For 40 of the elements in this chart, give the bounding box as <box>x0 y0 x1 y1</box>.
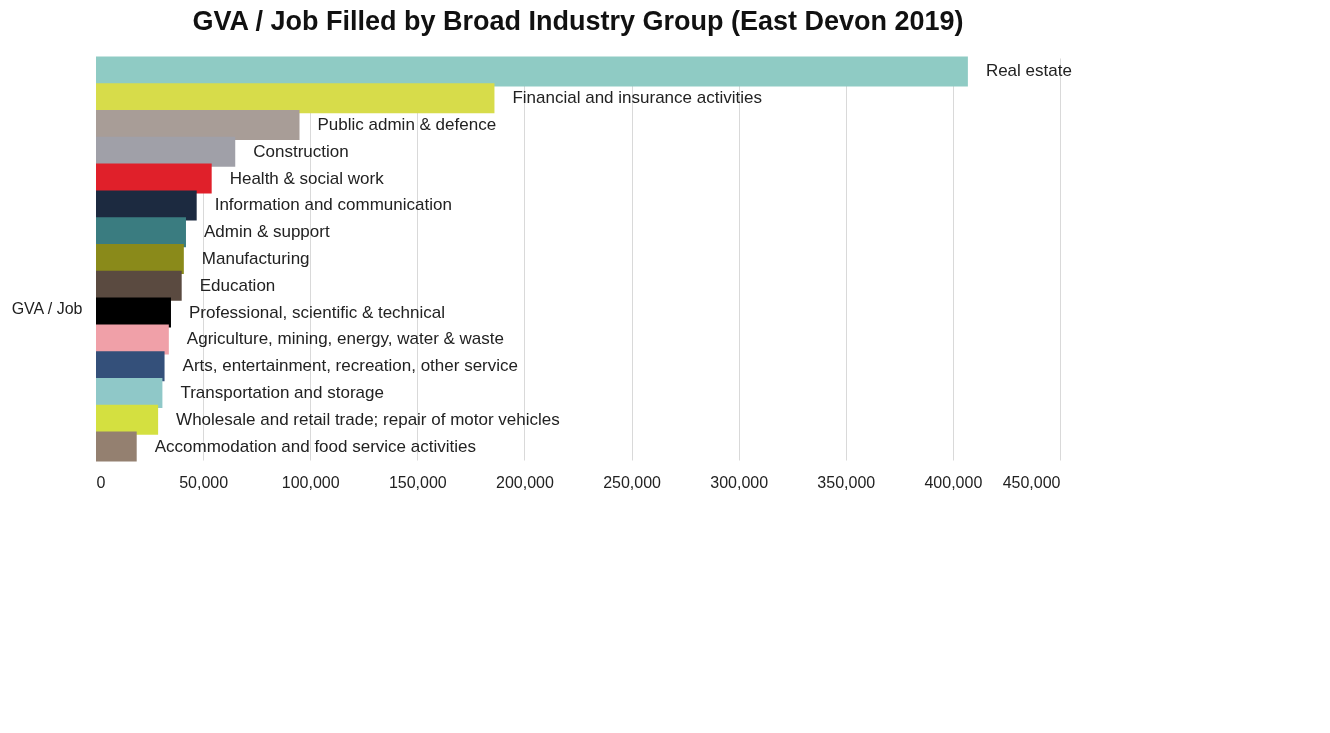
y-tick-label: Professional, scientific & technical <box>188 302 446 322</box>
y-tick-label: Health & social work <box>229 168 385 188</box>
chart-title: GVA / Job Filled by Broad Industry Group (East Devon 2019) <box>192 6 964 37</box>
bar <box>96 83 495 114</box>
bar <box>96 110 300 140</box>
y-tick-label: Arts, entertainment, recreation, other service <box>182 356 518 376</box>
y-tick-label: Admin & support <box>203 222 330 242</box>
y-tick-label: Wholesale and retail trade; repair of motor vehicles <box>176 409 560 429</box>
y-tick-label: Financial and insurance activities <box>512 88 762 108</box>
x-tick-label: 350,000 <box>817 473 876 491</box>
bar <box>96 270 182 301</box>
bar <box>96 431 137 462</box>
x-tick-label: 100,000 <box>281 473 340 491</box>
y-tick-label: Manufacturing <box>201 249 310 268</box>
bar <box>96 217 186 248</box>
bar <box>96 324 169 355</box>
y-axis-title: GVA / Job <box>11 299 83 317</box>
x-tick-label: 50,000 <box>179 473 229 491</box>
bar <box>96 404 159 435</box>
y-tick-label: Education <box>199 275 276 295</box>
y-tick-label: Agriculture, mining, energy, water & waste <box>186 329 504 349</box>
y-tick-label: Information and communication <box>214 195 452 215</box>
bar <box>96 378 163 408</box>
x-tick-label: 400,000 <box>924 473 983 491</box>
x-tick-label: 150,000 <box>388 473 447 491</box>
y-tick-label: Accommodation and food service activities <box>154 436 476 456</box>
x-tick-label: 250,000 <box>603 473 662 491</box>
bar <box>96 136 236 167</box>
x-tick-label: 450,000 <box>1002 473 1061 491</box>
y-tick-label: Transportation and storage <box>180 383 384 402</box>
bar <box>96 351 165 382</box>
bar <box>96 190 197 221</box>
bar <box>96 56 968 87</box>
bar <box>96 244 184 274</box>
y-tick-label: Public admin & defence <box>317 115 497 134</box>
x-tick-label: 300,000 <box>710 473 769 491</box>
y-tick-label: Construction <box>253 141 349 161</box>
x-tick-label: 200,000 <box>496 473 554 491</box>
y-tick-label: Real estate <box>985 61 1072 81</box>
x-tick-label: 0 <box>96 473 106 491</box>
